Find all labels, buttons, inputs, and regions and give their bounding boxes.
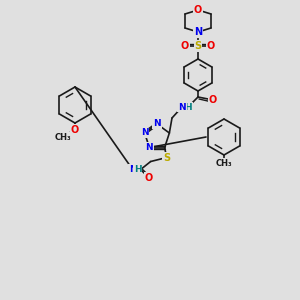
Text: H: H — [184, 103, 192, 112]
Text: CH₃: CH₃ — [55, 133, 71, 142]
Text: O: O — [71, 125, 79, 135]
Text: N: N — [141, 128, 148, 137]
Text: O: O — [207, 41, 215, 51]
Text: S: S — [163, 152, 170, 163]
Text: N: N — [129, 165, 136, 174]
Text: O: O — [181, 41, 189, 51]
Text: N: N — [194, 27, 202, 37]
Text: S: S — [194, 41, 202, 51]
Text: O: O — [145, 172, 153, 182]
Text: H: H — [134, 165, 142, 174]
Text: O: O — [209, 95, 217, 105]
Text: N: N — [153, 119, 161, 128]
Text: O: O — [194, 5, 202, 15]
Text: CH₃: CH₃ — [216, 158, 232, 167]
Text: N: N — [146, 143, 153, 152]
Text: N: N — [178, 103, 186, 112]
